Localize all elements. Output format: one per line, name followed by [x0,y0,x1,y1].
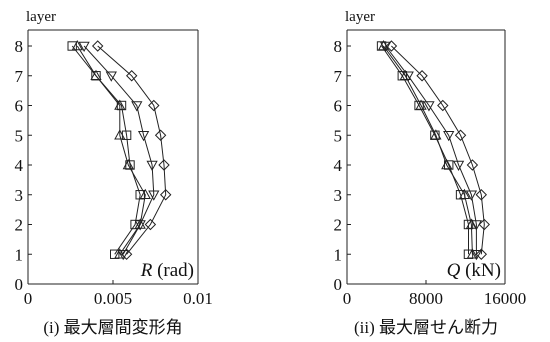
point-marker-triangle-up [114,99,126,110]
y-tick-label: 3 [334,186,343,205]
point-marker-triangle-up [134,218,146,229]
point-marker-triangle-up [90,69,102,81]
point-marker-diamond [148,99,160,112]
series-line-diamond [391,45,485,255]
y-tick-label: 0 [15,275,24,294]
y-tick-label: 7 [15,67,24,86]
x-axis-unit: (rad) [152,260,194,281]
x-axis-label: R (rad) [140,260,194,281]
point-marker-triangle-up [441,158,453,170]
x-tick-label: 0 [24,289,33,308]
point-marker-triangle-down [134,220,146,231]
y-tick-label: 8 [334,37,343,56]
point-marker-diamond [478,218,490,231]
point-marker-diamond [120,248,133,260]
y-tick-label: 6 [15,97,24,116]
y-axis-label: layer [345,9,375,25]
point-marker-triangle-down [146,160,158,172]
panel-caption: (i) 最大層間変形角 [43,318,182,337]
series-line-diamond [97,45,167,255]
point-marker-triangle-up [71,39,83,51]
y-tick-label: 2 [15,216,24,235]
panel-caption: (ii) 最大層せん断力 [354,318,498,337]
chart-panel-shear: 0 1 2 3 4 5 6 7 8 0 8000 16000 layer Q (kN) (ii) 最大層せん… [334,9,527,337]
point-marker-diamond [144,218,157,231]
point-marker-diamond [416,70,428,82]
y-tick-label: 1 [334,245,343,264]
y-tick-label: 5 [15,126,24,145]
y-tick-label: 4 [334,156,343,175]
point-marker-triangle-up [415,99,427,110]
point-marker-triangle-up [458,188,471,200]
point-marker-triangle-up [139,188,151,200]
point-marker-triangle-down [443,130,455,142]
x-axis-label: Q (kN) [447,260,501,281]
y-tick-label: 5 [334,126,343,145]
series-line-triangle-down [83,45,155,255]
point-marker-triangle-up [122,158,134,170]
point-marker-triangle-down [379,41,392,53]
point-marker-diamond [385,40,398,52]
point-marker-diamond [437,99,449,112]
point-marker-diamond [154,129,167,141]
y-tick-label: 7 [334,67,343,86]
y-tick-label: 6 [334,97,343,116]
point-marker-triangle-down [105,71,117,82]
x-axis-variable: Q [447,260,461,281]
point-marker-triangle-up [114,129,126,140]
y-tick-label: 8 [15,37,24,56]
y-tick-label: 1 [15,245,24,264]
point-marker-triangle-down [470,220,483,231]
point-marker-triangle-down [78,41,90,53]
point-marker-diamond [475,248,488,260]
x-tick-label: 16000 [484,289,527,308]
point-marker-triangle-down [148,190,160,201]
series-line-triangle-up [76,45,146,255]
point-marker-triangle-down [137,130,150,142]
y-tick-label: 3 [15,186,24,205]
x-tick-label: 8000 [409,289,443,308]
point-marker-diamond [466,159,479,171]
point-marker-triangle-up [430,129,442,140]
point-marker-diamond [454,129,467,141]
point-marker-triangle-down [423,101,435,112]
point-marker-triangle-down [452,160,465,172]
point-marker-triangle-up [377,39,390,51]
point-marker-diamond [91,40,104,52]
y-tick-label: 0 [334,275,343,294]
point-marker-triangle-down [465,190,478,201]
point-marker-diamond [159,189,172,201]
chart-panel-drift: 0 1 2 3 4 5 6 7 8 0 0.005 0.01 layer R (rad) (i) 最大層間変… [15,9,213,337]
y-tick-label: 4 [15,156,24,175]
series-line-triangle-up [383,45,473,255]
point-marker-triangle-up [466,248,479,259]
point-marker-triangle-down [402,71,414,82]
point-marker-triangle-down [131,101,143,112]
y-tick-label: 2 [334,216,343,235]
series-line-square [71,45,141,255]
point-marker-triangle-down [117,249,129,261]
point-marker-diamond [475,189,488,201]
x-axis-variable: R [140,260,153,281]
point-marker-diamond [158,159,170,171]
x-tick-label: 0.005 [94,289,132,308]
series-line-triangle-down [385,45,477,255]
x-tick-label: 0 [343,289,352,308]
point-marker-diamond [125,70,138,82]
point-marker-triangle-down [470,249,483,261]
x-axis-unit: (kN) [460,260,501,281]
y-axis-label: layer [26,9,56,25]
x-tick-label: 0.01 [183,289,213,308]
